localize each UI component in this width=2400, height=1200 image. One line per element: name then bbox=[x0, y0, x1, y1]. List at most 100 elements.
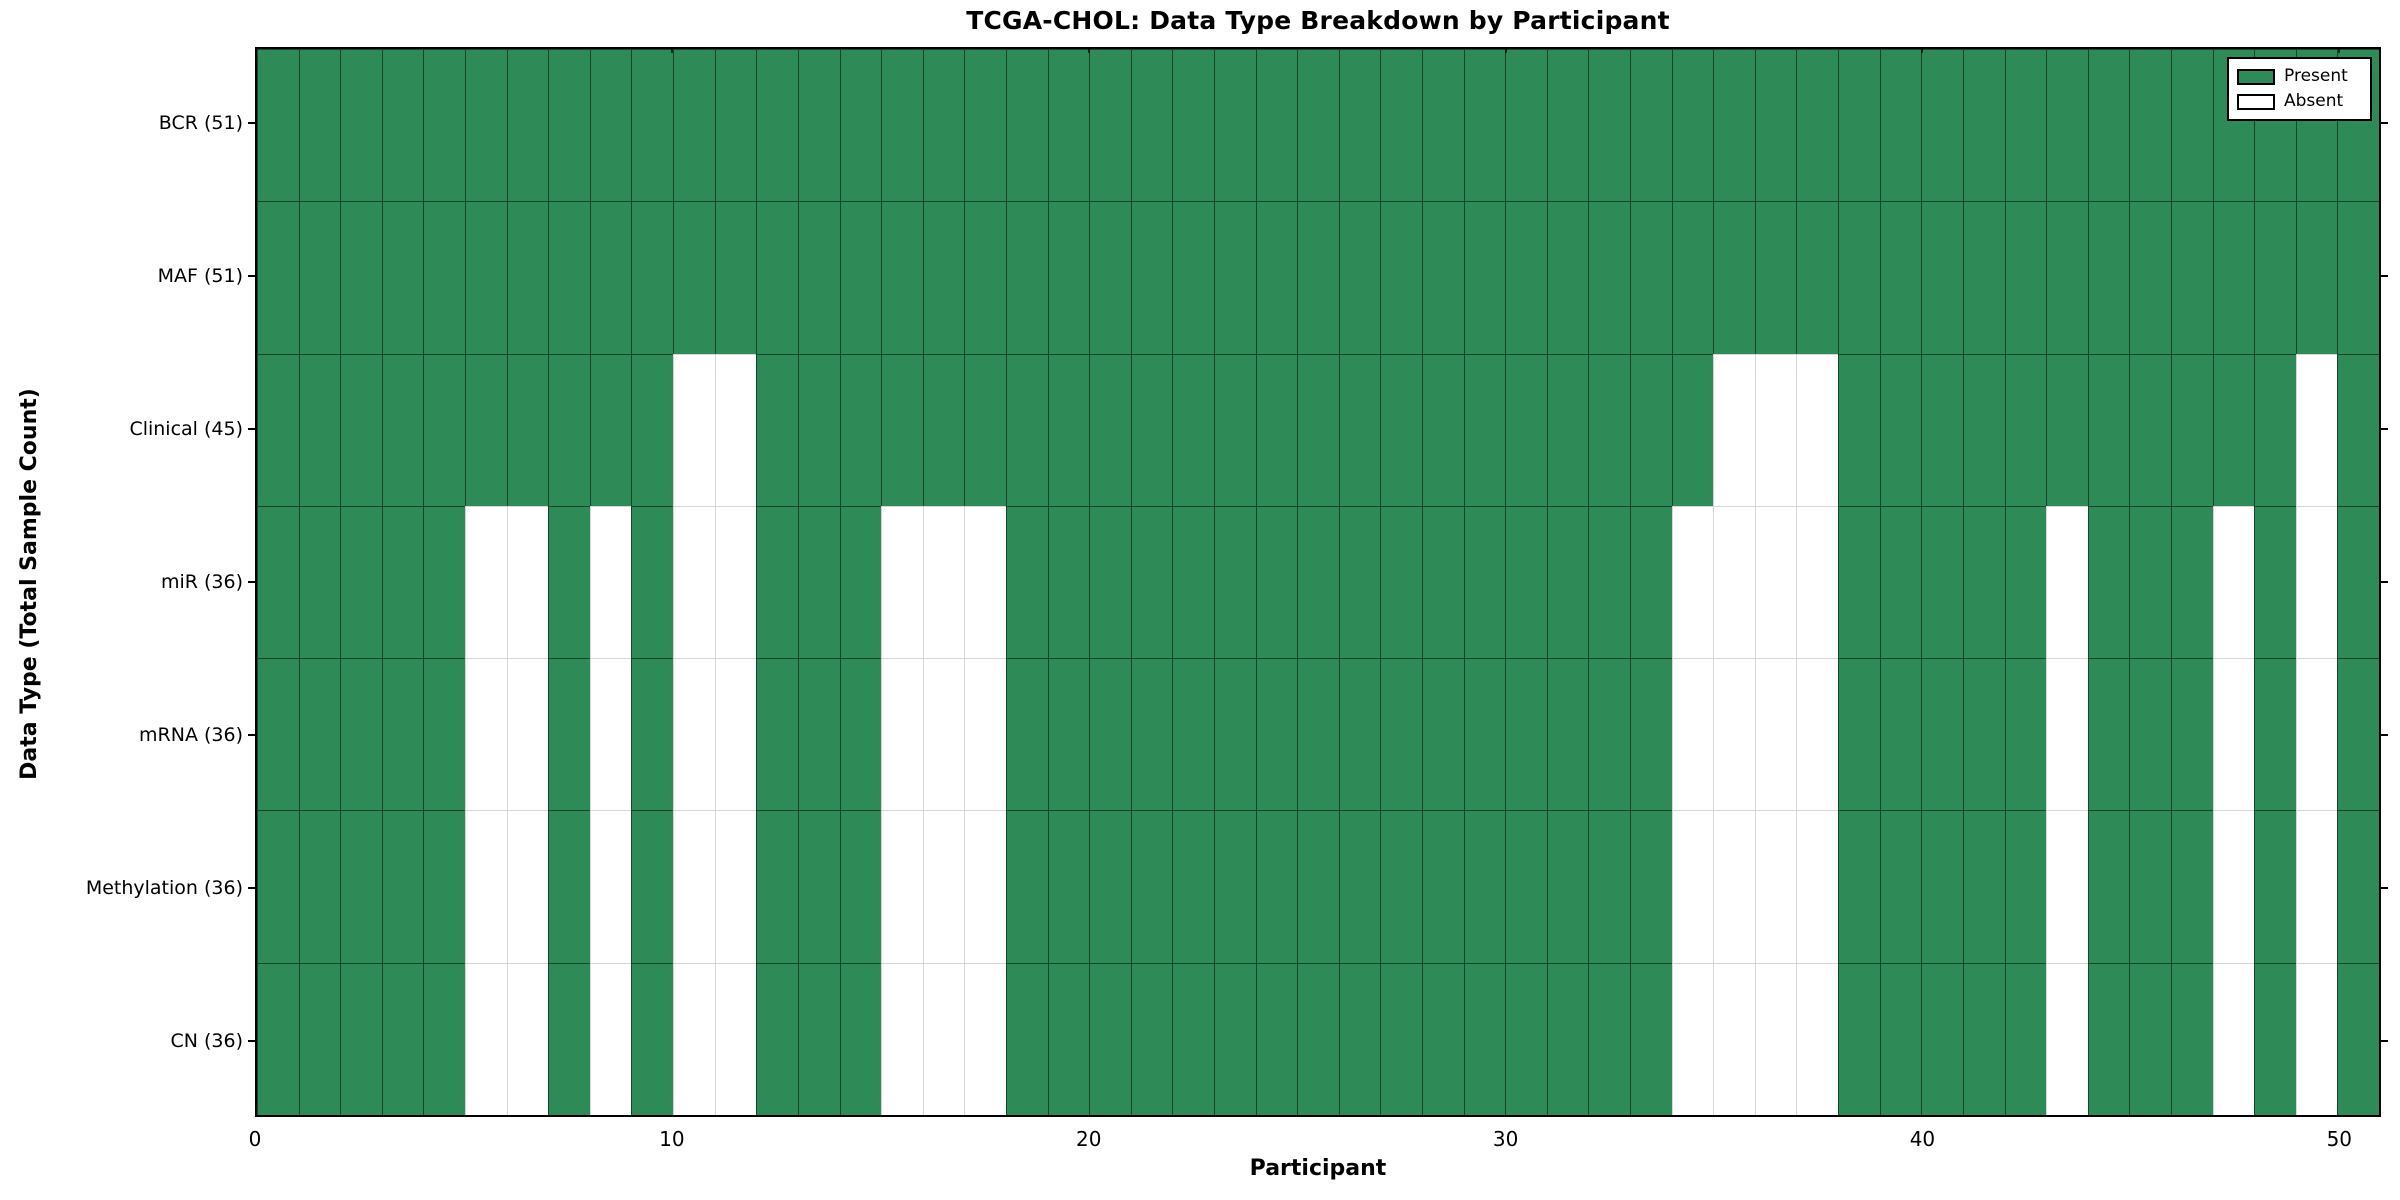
grid-cell bbox=[1713, 201, 1755, 354]
grid-cell bbox=[756, 658, 798, 811]
grid-cell bbox=[423, 49, 466, 202]
grid-cell bbox=[2129, 49, 2171, 202]
y-tick-mark bbox=[248, 886, 255, 889]
grid-cell bbox=[298, 505, 341, 659]
grid-cell bbox=[1754, 962, 1797, 1115]
grid-cell bbox=[2212, 353, 2255, 506]
grid-cell bbox=[1380, 353, 1423, 506]
grid-cell bbox=[1047, 201, 1090, 354]
grid-cell bbox=[673, 962, 715, 1115]
grid-cell bbox=[1338, 49, 1381, 202]
grid-cell bbox=[465, 49, 507, 202]
grid-cell bbox=[631, 505, 674, 659]
grid-cell bbox=[1338, 962, 1381, 1115]
grid-cell bbox=[1338, 353, 1381, 506]
grid-cell bbox=[506, 49, 549, 202]
grid-cell bbox=[2254, 658, 2296, 811]
grid-cell bbox=[2337, 201, 2379, 354]
grid-cell bbox=[2046, 353, 2088, 506]
grid-cell bbox=[1879, 505, 1922, 659]
grid-cell bbox=[797, 810, 840, 963]
grid-cell bbox=[2254, 810, 2296, 963]
grid-cell bbox=[839, 810, 882, 963]
grid-cell bbox=[1505, 49, 1547, 202]
grid-cell bbox=[922, 49, 965, 202]
grid-cell bbox=[465, 201, 507, 354]
grid-cell bbox=[1005, 505, 1048, 659]
grid-cell bbox=[1671, 49, 1714, 202]
grid-cell bbox=[839, 962, 882, 1115]
grid-cell bbox=[381, 49, 424, 202]
grid-cell bbox=[589, 962, 632, 1115]
grid-cell bbox=[756, 353, 798, 506]
grid-cell bbox=[1505, 201, 1547, 354]
grid-cell bbox=[1255, 353, 1298, 506]
grid-cell bbox=[2337, 353, 2379, 506]
grid-cell bbox=[506, 658, 549, 811]
grid-cell bbox=[2129, 353, 2171, 506]
grid-cell bbox=[1047, 962, 1090, 1115]
grid-cell bbox=[1796, 49, 1839, 202]
grid-cell bbox=[298, 201, 341, 354]
grid-cell bbox=[1921, 658, 1963, 811]
grid-cell bbox=[881, 810, 923, 963]
grid-cell bbox=[1297, 505, 1339, 659]
grid-cell bbox=[631, 658, 674, 811]
grid-cell bbox=[1921, 201, 1963, 354]
grid-cell bbox=[922, 658, 965, 811]
y-tick-mark bbox=[248, 1039, 255, 1042]
grid-cell bbox=[964, 962, 1006, 1115]
grid-cell bbox=[257, 505, 299, 659]
grid-cell bbox=[423, 658, 466, 811]
grid-cell bbox=[1463, 201, 1506, 354]
grid-cell bbox=[1921, 353, 1963, 506]
grid-cell bbox=[1962, 505, 2005, 659]
grid-cell bbox=[1588, 201, 1631, 354]
x-tick-mark bbox=[1504, 47, 1507, 53]
grid-cell bbox=[1879, 810, 1922, 963]
grid-cell bbox=[1838, 810, 1880, 963]
grid-cell bbox=[381, 962, 424, 1115]
grid-cell bbox=[1546, 49, 1589, 202]
grid-cell bbox=[797, 353, 840, 506]
grid-cell bbox=[2004, 962, 2047, 1115]
grid-cell bbox=[1754, 201, 1797, 354]
legend-entry-absent: Absent bbox=[2237, 93, 2362, 110]
grid-cell bbox=[340, 201, 382, 354]
grid-cell bbox=[1213, 810, 1256, 963]
x-tick-label: 10 bbox=[659, 1127, 685, 1151]
grid-cell bbox=[257, 962, 299, 1115]
grid-cell bbox=[1130, 201, 1173, 354]
grid-cell bbox=[2087, 201, 2130, 354]
grid-cell bbox=[797, 658, 840, 811]
grid-cell bbox=[1130, 658, 1173, 811]
y-tick-label: CN (36) bbox=[170, 1029, 243, 1052]
grid-cell bbox=[1130, 810, 1173, 963]
grid-cell bbox=[1213, 201, 1256, 354]
grid-cell bbox=[673, 49, 715, 202]
plot-area bbox=[255, 47, 2381, 1117]
grid-cell bbox=[1838, 353, 1880, 506]
grid-cell bbox=[2337, 658, 2379, 811]
grid-cell bbox=[1380, 658, 1423, 811]
grid-cell bbox=[1671, 201, 1714, 354]
grid-cell bbox=[1213, 505, 1256, 659]
grid-cell bbox=[1671, 810, 1714, 963]
grid-cell bbox=[1879, 49, 1922, 202]
grid-cell bbox=[1047, 353, 1090, 506]
y-tick-label: miR (36) bbox=[160, 571, 243, 593]
grid-cell bbox=[1630, 201, 1672, 354]
grid-cell bbox=[1172, 505, 1214, 659]
grid-cell bbox=[1796, 810, 1839, 963]
grid-cell bbox=[1172, 49, 1214, 202]
grid-cell bbox=[1213, 962, 1256, 1115]
grid-cell bbox=[1089, 962, 1131, 1115]
grid-cell bbox=[257, 353, 299, 506]
grid-cell bbox=[1047, 810, 1090, 963]
grid-cell bbox=[2129, 658, 2171, 811]
grid-cell bbox=[506, 201, 549, 354]
grid-cell bbox=[1422, 49, 1464, 202]
grid-cell bbox=[1879, 353, 1922, 506]
y-tick-label: MAF (51) bbox=[157, 265, 243, 288]
grid-cell bbox=[631, 810, 674, 963]
